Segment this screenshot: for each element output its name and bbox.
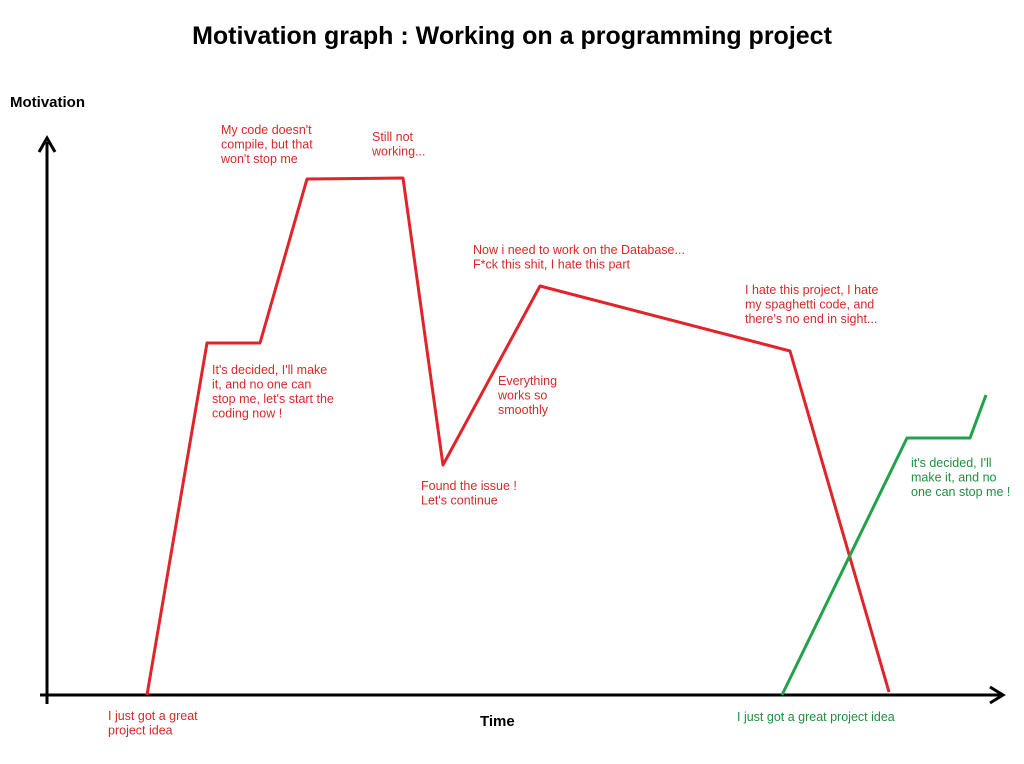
title: Motivation graph : Working on a programm… <box>192 22 833 50</box>
annotation-line: there's no end in sight... <box>745 312 877 326</box>
annotation: It's decided, I'll make it, and no one ca… <box>212 363 334 421</box>
annotation-line: I just got a great <box>108 709 198 723</box>
annotation-line: one can stop me ! <box>911 485 1010 499</box>
annotation: Now i need to work on the Database... F*c… <box>473 243 685 272</box>
axes <box>37 134 1006 705</box>
annotation-line: Everything <box>498 374 557 388</box>
annotation-line: won't stop me <box>220 152 298 166</box>
annotation: Still not working... <box>371 130 426 159</box>
annotation-line: working... <box>371 145 426 159</box>
annotation: it's decided, I'll make it, and no one can… <box>911 456 1010 499</box>
annotation: My code doesn't compile, but that won't st… <box>220 123 313 166</box>
annotation-line: Let's continue <box>421 494 498 508</box>
annotation-line: make it, and no <box>911 471 997 485</box>
annotation-line: smoothly <box>498 403 549 417</box>
annotation-line: compile, but that <box>221 138 313 152</box>
annotation-line: it's decided, I'll <box>911 456 992 470</box>
annotation-line: coding now ! <box>212 407 282 421</box>
annotation-line: I hate this project, I hate <box>745 283 878 297</box>
annotation: I just got a great project idea <box>108 709 198 738</box>
annotation-line: works so <box>497 389 547 403</box>
annotation-line: I just got a great project idea <box>737 710 895 724</box>
annotations: I just got a great project idea It's decid… <box>108 123 1010 738</box>
annotation: Everything works so smoothly <box>497 374 557 417</box>
green-curve <box>780 394 988 696</box>
annotation-line: Still not <box>372 130 414 144</box>
annotation-line: stop me, let's start the <box>212 392 334 406</box>
annotation: I hate this project, I hate my spaghetti … <box>745 283 878 326</box>
annotation-line: My code doesn't <box>221 123 312 137</box>
x-axis-label: Time <box>480 713 515 730</box>
annotation-line: Now i need to work on the Database... <box>473 243 685 257</box>
x-arrow <box>989 685 1006 705</box>
annotation: Found the issue ! Let's continue <box>421 479 517 508</box>
annotation-line: It's decided, I'll make <box>212 363 327 377</box>
annotation-line: Found the issue ! <box>421 479 517 493</box>
annotation-line: F*ck this shit, I hate this part <box>473 258 631 272</box>
red-curve <box>145 176 891 696</box>
annotation-line: my spaghetti code, and <box>745 298 874 312</box>
annotation-line: it, and no one can <box>212 378 311 392</box>
y-arrow <box>37 134 57 153</box>
annotation-line: project idea <box>108 724 173 738</box>
y-axis-label: Motivation <box>10 94 85 111</box>
annotation: I just got a great project idea <box>737 710 895 724</box>
